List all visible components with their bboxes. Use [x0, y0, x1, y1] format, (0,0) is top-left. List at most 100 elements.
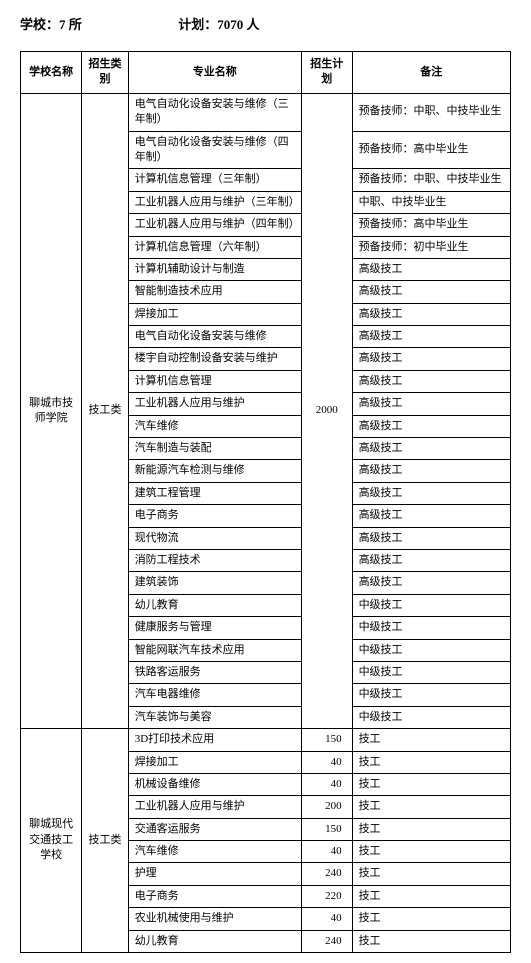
remark-cell: 高级技工: [352, 438, 510, 460]
major-cell: 现代物流: [128, 527, 301, 549]
major-cell: 铁路客运服务: [128, 661, 301, 683]
major-cell: 汽车电器维修: [128, 684, 301, 706]
remark-cell: 中级技工: [352, 594, 510, 616]
remark-cell: 技工: [352, 818, 510, 840]
major-cell: 幼儿教育: [128, 930, 301, 952]
remark-cell: 技工: [352, 796, 510, 818]
major-cell: 汽车维修: [128, 841, 301, 863]
major-cell: 新能源汽车检测与维修: [128, 460, 301, 482]
major-cell: 计算机信息管理（三年制）: [128, 169, 301, 191]
remark-cell: 预备技师：高中毕业生: [352, 214, 510, 236]
major-cell: 计算机信息管理: [128, 370, 301, 392]
remark-cell: 高级技工: [352, 482, 510, 504]
remark-cell: 中级技工: [352, 661, 510, 683]
major-cell: 楼宇自动控制设备安装与维护: [128, 348, 301, 370]
table-row: 聊城市技师学院技工类电气自动化设备安装与维修（三年制）2000预备技师：中职、中…: [21, 93, 511, 131]
remark-cell: 技工: [352, 729, 510, 751]
plan-cell: 40: [301, 841, 352, 863]
schools-value: 7 所: [59, 17, 82, 32]
remark-cell: 高级技工: [352, 393, 510, 415]
major-cell: 3D打印技术应用: [128, 729, 301, 751]
major-cell: 汽车装饰与美容: [128, 706, 301, 728]
plan-cell: 200: [301, 796, 352, 818]
remark-cell: 高级技工: [352, 303, 510, 325]
remark-cell: 中级技工: [352, 684, 510, 706]
remark-cell: 高级技工: [352, 505, 510, 527]
major-cell: 工业机器人应用与维护: [128, 796, 301, 818]
enrollment-table: 学校名称 招生类别 专业名称 招生计划 备注 聊城市技师学院技工类电气自动化设备…: [20, 51, 511, 953]
major-cell: 汽车维修: [128, 415, 301, 437]
remark-cell: 高级技工: [352, 348, 510, 370]
remark-cell: 高级技工: [352, 415, 510, 437]
major-cell: 消防工程技术: [128, 549, 301, 571]
remark-cell: 技工: [352, 908, 510, 930]
school-name-cell: 聊城市技师学院: [21, 93, 82, 728]
major-cell: 幼儿教育: [128, 594, 301, 616]
remark-cell: 高级技工: [352, 258, 510, 280]
major-cell: 电气自动化设备安装与维修: [128, 326, 301, 348]
remark-cell: 预备技师：中职、中技毕业生: [352, 93, 510, 131]
plan-cell: 40: [301, 773, 352, 795]
major-cell: 电子商务: [128, 505, 301, 527]
major-cell: 智能制造技术应用: [128, 281, 301, 303]
plan-cell: 150: [301, 818, 352, 840]
major-cell: 电气自动化设备安装与维修（三年制）: [128, 93, 301, 131]
remark-cell: 中职、中技毕业生: [352, 191, 510, 213]
major-cell: 工业机器人应用与维护: [128, 393, 301, 415]
table-row: 聊城现代交通技工学校技工类3D打印技术应用150技工: [21, 729, 511, 751]
remark-cell: 中级技工: [352, 706, 510, 728]
table-header-row: 学校名称 招生类别 专业名称 招生计划 备注: [21, 52, 511, 94]
major-cell: 交通客运服务: [128, 818, 301, 840]
major-cell: 计算机信息管理（六年制）: [128, 236, 301, 258]
major-cell: 电子商务: [128, 885, 301, 907]
plan-cell: 150: [301, 729, 352, 751]
remark-cell: 预备技师：中职、中技毕业生: [352, 169, 510, 191]
plan-cell: 40: [301, 908, 352, 930]
major-cell: 智能网联汽车技术应用: [128, 639, 301, 661]
major-cell: 机械设备维修: [128, 773, 301, 795]
major-cell: 健康服务与管理: [128, 617, 301, 639]
major-cell: 工业机器人应用与维护（三年制）: [128, 191, 301, 213]
remark-cell: 技工: [352, 930, 510, 952]
plan-cell: 220: [301, 885, 352, 907]
col-major: 专业名称: [128, 52, 301, 94]
col-category: 招生类别: [82, 52, 128, 94]
remark-cell: 高级技工: [352, 326, 510, 348]
remark-cell: 高级技工: [352, 527, 510, 549]
schools-label: 学校：: [20, 17, 59, 32]
col-school: 学校名称: [21, 52, 82, 94]
col-remark: 备注: [352, 52, 510, 94]
major-cell: 电气自动化设备安装与维修（四年制）: [128, 131, 301, 169]
remark-cell: 高级技工: [352, 549, 510, 571]
major-cell: 建筑装饰: [128, 572, 301, 594]
plan-cell: 240: [301, 930, 352, 952]
remark-cell: 预备技师：高中毕业生: [352, 131, 510, 169]
major-cell: 工业机器人应用与维护（四年制）: [128, 214, 301, 236]
category-cell: 技工类: [82, 93, 128, 728]
remark-cell: 技工: [352, 773, 510, 795]
summary-header: 学校：7 所 计划：7070 人: [20, 10, 511, 51]
plan-value: 7070 人: [217, 17, 259, 32]
major-cell: 建筑工程管理: [128, 482, 301, 504]
remark-cell: 高级技工: [352, 370, 510, 392]
major-cell: 计算机辅助设计与制造: [128, 258, 301, 280]
remark-cell: 中级技工: [352, 639, 510, 661]
plan-cell: 40: [301, 751, 352, 773]
major-cell: 焊接加工: [128, 303, 301, 325]
remark-cell: 预备技师：初中毕业生: [352, 236, 510, 258]
plan-cell: 240: [301, 863, 352, 885]
remark-cell: 高级技工: [352, 572, 510, 594]
remark-cell: 高级技工: [352, 281, 510, 303]
remark-cell: 技工: [352, 751, 510, 773]
major-cell: 护理: [128, 863, 301, 885]
remark-cell: 中级技工: [352, 617, 510, 639]
table-body: 聊城市技师学院技工类电气自动化设备安装与维修（三年制）2000预备技师：中职、中…: [21, 93, 511, 952]
major-cell: 焊接加工: [128, 751, 301, 773]
category-cell: 技工类: [82, 729, 128, 953]
major-cell: 汽车制造与装配: [128, 438, 301, 460]
remark-cell: 高级技工: [352, 460, 510, 482]
remark-cell: 技工: [352, 885, 510, 907]
plan-cell: 2000: [301, 93, 352, 728]
col-plan: 招生计划: [301, 52, 352, 94]
school-name-cell: 聊城现代交通技工学校: [21, 729, 82, 953]
